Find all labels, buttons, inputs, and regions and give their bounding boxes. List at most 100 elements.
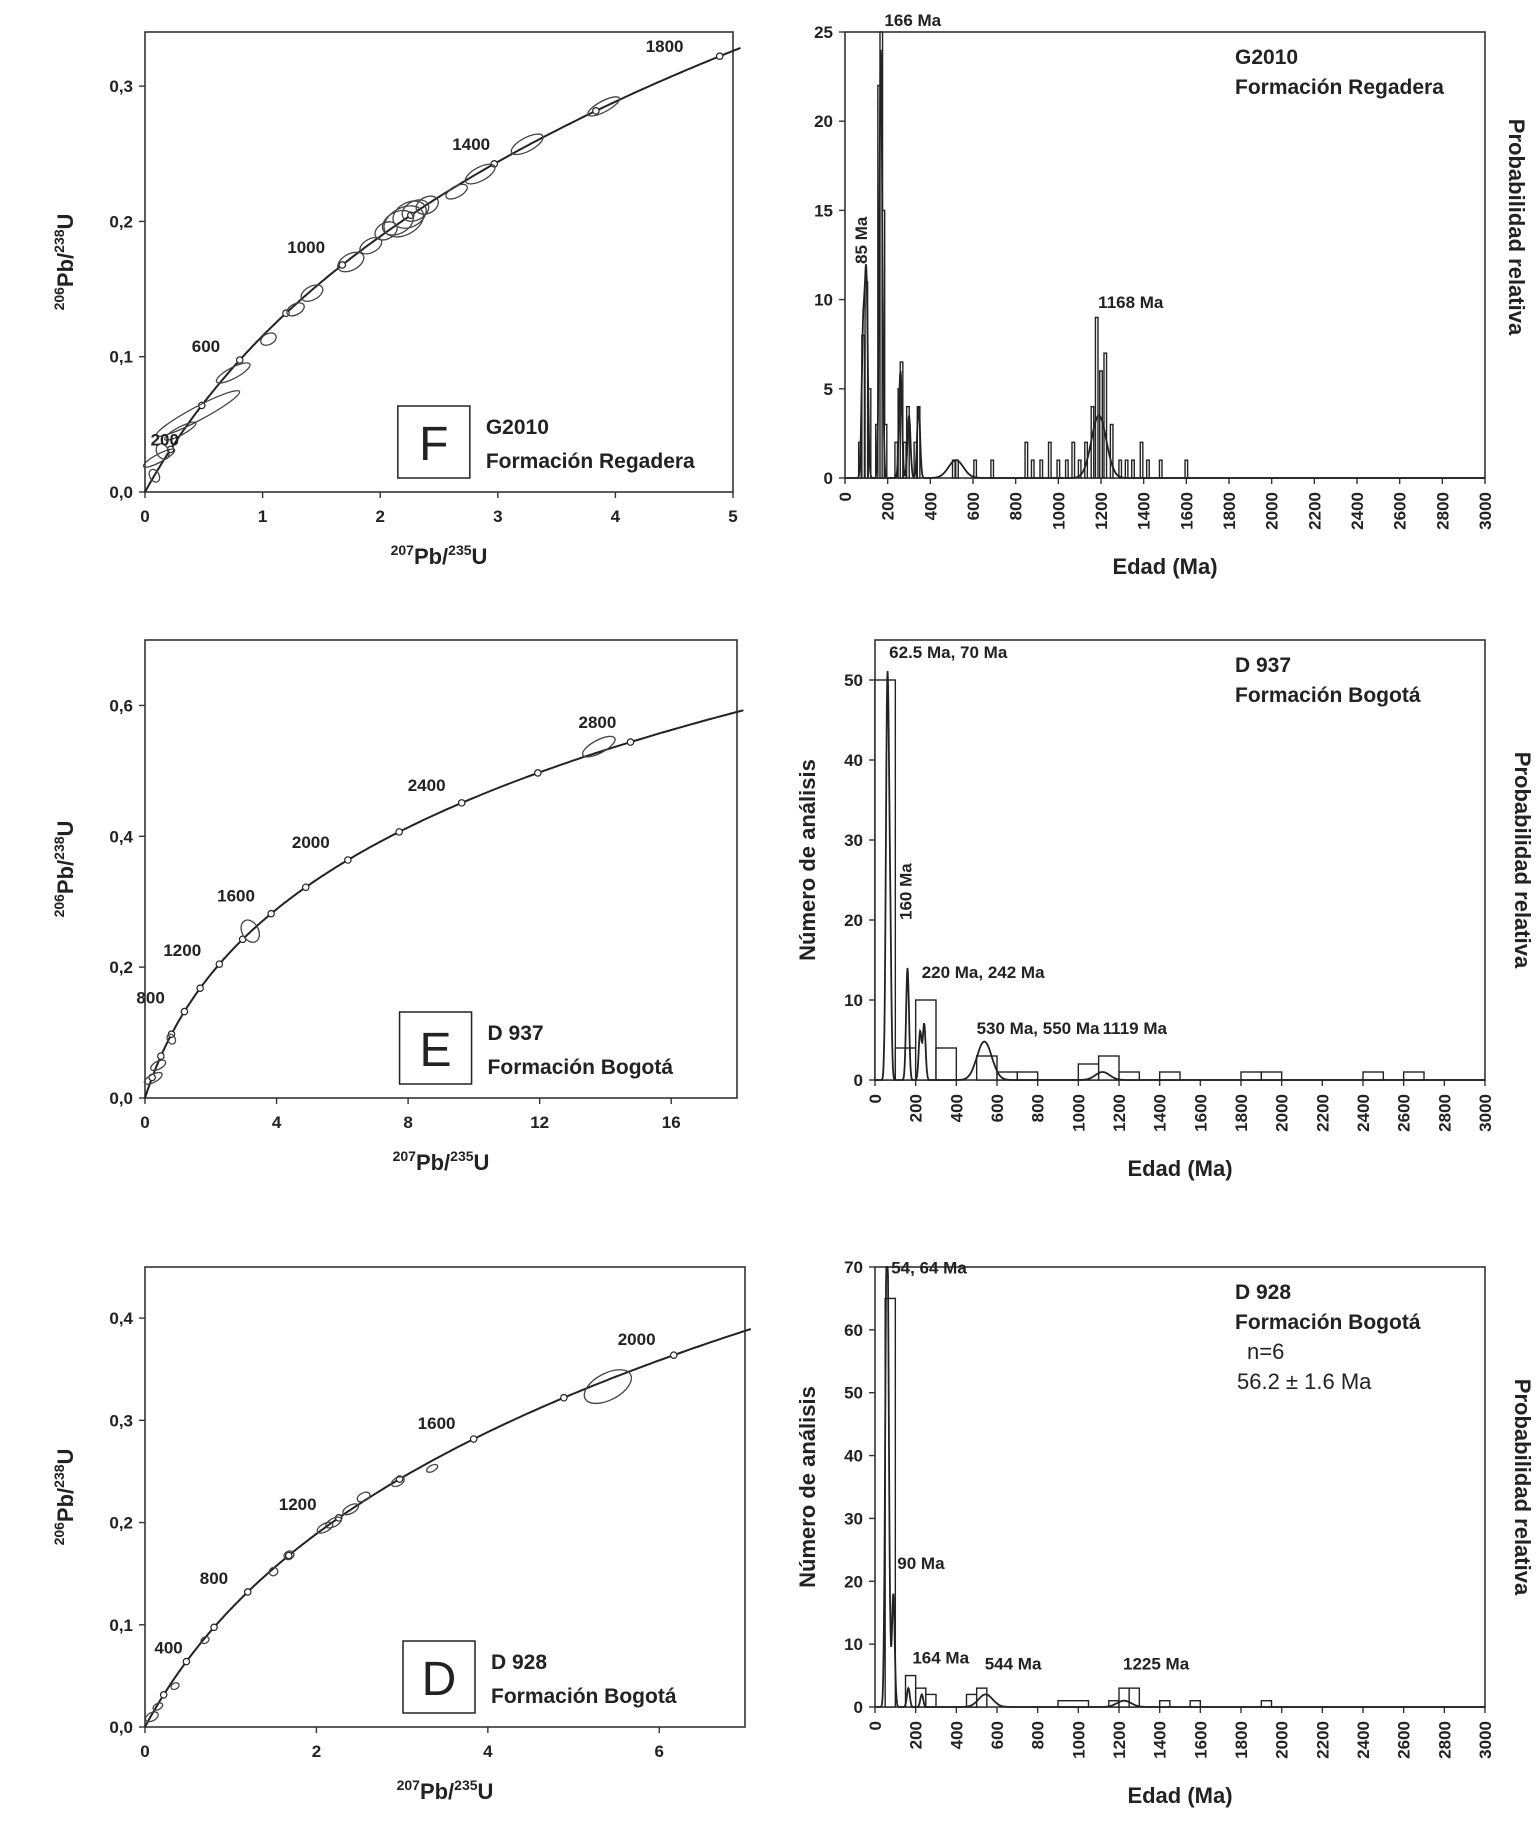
- x-tick-label: 1600: [1177, 492, 1196, 530]
- x-tick-label: 200: [907, 1094, 926, 1122]
- age-marker: [669, 1351, 678, 1359]
- x-tick-label: 3000: [1476, 1721, 1495, 1759]
- y-tick-label: 20: [814, 112, 833, 131]
- error-ellipse: [390, 1476, 405, 1488]
- sample-id: D 937: [1235, 654, 1291, 677]
- y-tick-label: 70: [844, 1258, 863, 1277]
- x-tick-label: 1800: [1232, 1721, 1251, 1759]
- x-tick-label: 200: [879, 492, 898, 520]
- y-tick-label: 0,3: [109, 77, 133, 96]
- histogram-bar: [1118, 459, 1123, 479]
- y-axis-title: 206Pb/238U: [51, 1449, 78, 1546]
- histogram-bar: [951, 459, 956, 479]
- x-tick-label: 2200: [1305, 492, 1324, 530]
- histogram-bar: [1109, 423, 1114, 479]
- sample-id: D 928: [491, 1651, 547, 1674]
- histogram-bar: [1118, 1071, 1141, 1081]
- x-axis-title: 207Pb/235U: [391, 542, 488, 569]
- age-marker: [338, 261, 347, 269]
- error-ellipse: [143, 1071, 163, 1085]
- y-axis-title: 206Pb/238U: [51, 214, 78, 311]
- concordia-age-label: 400: [154, 1639, 182, 1658]
- y-tick-label: 0,1: [109, 1616, 133, 1635]
- error-ellipse: [170, 1682, 180, 1691]
- x-tick-label: 3000: [1476, 1094, 1495, 1132]
- error-ellipse: [155, 443, 170, 460]
- x-tick-label: 800: [1007, 492, 1026, 520]
- x-tick-label: 3000: [1476, 492, 1495, 530]
- x-tick-label: 6: [655, 1742, 664, 1761]
- plot-frame: [144, 31, 734, 493]
- age-marker: [267, 909, 275, 918]
- peak-annotation: 220 Ma, 242 Ma: [922, 963, 1045, 982]
- error-ellipse: [240, 919, 261, 943]
- x-tick-label: 400: [947, 1721, 966, 1749]
- y-tick-label: 0,0: [109, 1718, 133, 1737]
- x-tick-label: 1600: [1191, 1094, 1210, 1132]
- x-tick-label: 1600: [1191, 1721, 1210, 1759]
- y-tick-label: 0: [854, 1698, 863, 1717]
- concordia-age-label: 1200: [279, 1495, 317, 1514]
- x-tick-label: 800: [1029, 1094, 1048, 1122]
- error-ellipse: [583, 1369, 633, 1405]
- y-tick-label: 30: [844, 831, 863, 850]
- x-tick-label: 0: [140, 1113, 149, 1132]
- plot-frame: [144, 1266, 746, 1728]
- x-axis-title: Edad (Ma): [1127, 1156, 1232, 1181]
- panel-H: 0 200 400 600 800 1000 1200 1400 1600 1800 2000 220…: [795, 639, 1535, 1181]
- right-axis-title: Probabilidad relativa: [1510, 1379, 1535, 1596]
- age-marker: [301, 883, 310, 892]
- x-tick-label: 400: [921, 492, 940, 520]
- y-tick-label: 60: [844, 1321, 863, 1340]
- x-tick-label: 2400: [1348, 492, 1367, 530]
- y-tick-label: 0,0: [109, 483, 133, 502]
- histogram-bar: [1024, 441, 1029, 479]
- x-tick-label: 12: [530, 1113, 549, 1132]
- formation-name: Formación Bogotá: [1235, 1311, 1421, 1334]
- x-tick-label: 0: [836, 492, 855, 501]
- concordia-age-label: 2000: [292, 833, 330, 852]
- histogram-bar: [1240, 1071, 1263, 1081]
- y-tick-label: 20: [844, 911, 863, 930]
- error-ellipse: [144, 1711, 159, 1723]
- age-marker: [560, 1393, 568, 1402]
- y-tick-label: 0,2: [109, 212, 133, 231]
- histogram-bar: [1402, 1071, 1425, 1081]
- age-marker: [210, 1623, 218, 1632]
- y-tick-label: 0: [824, 469, 833, 488]
- panel-letter-box: [402, 1640, 476, 1714]
- error-ellipse: [342, 1503, 360, 1516]
- error-ellipse: [268, 1566, 279, 1577]
- histogram-bar: [1362, 1071, 1385, 1081]
- x-tick-label: 1000: [1049, 492, 1068, 530]
- histogram-bar: [1094, 316, 1099, 479]
- y-tick-label: 0,0: [109, 1089, 133, 1108]
- histogram-bar: [1184, 459, 1189, 479]
- x-tick-label: 600: [988, 1721, 1007, 1749]
- histogram-bar: [1124, 459, 1129, 479]
- y-tick-label: 0,4: [109, 1309, 133, 1328]
- age-marker: [534, 769, 542, 777]
- error-ellipse: [325, 1516, 343, 1529]
- panel-letter-box: [397, 405, 471, 479]
- x-tick-label: 1400: [1151, 1094, 1170, 1132]
- y-axis-title: Número de análisis: [795, 759, 820, 961]
- peak-annotation: 544 Ma: [985, 1655, 1042, 1674]
- x-tick-label: 1800: [1232, 1094, 1251, 1132]
- x-tick-label: 2800: [1435, 1721, 1454, 1759]
- histogram-bar: [1158, 459, 1163, 479]
- histogram-bar: [975, 1687, 988, 1708]
- y-tick-label: 40: [844, 751, 863, 770]
- error-ellipse: [464, 163, 496, 185]
- x-tick-label: 2800: [1433, 492, 1452, 530]
- error-ellipse: [215, 362, 251, 384]
- histogram-bar: [1260, 1071, 1283, 1081]
- y-tick-label: 40: [844, 1447, 863, 1466]
- sample-id: G2010: [486, 416, 549, 439]
- age-marker: [196, 984, 204, 993]
- peak-annotation: 1168 Ma: [1098, 293, 1164, 312]
- histogram-bar: [1064, 459, 1069, 479]
- error-ellipse: [283, 1550, 295, 1561]
- age-marker: [626, 738, 635, 746]
- x-tick-label: 4: [483, 1742, 493, 1761]
